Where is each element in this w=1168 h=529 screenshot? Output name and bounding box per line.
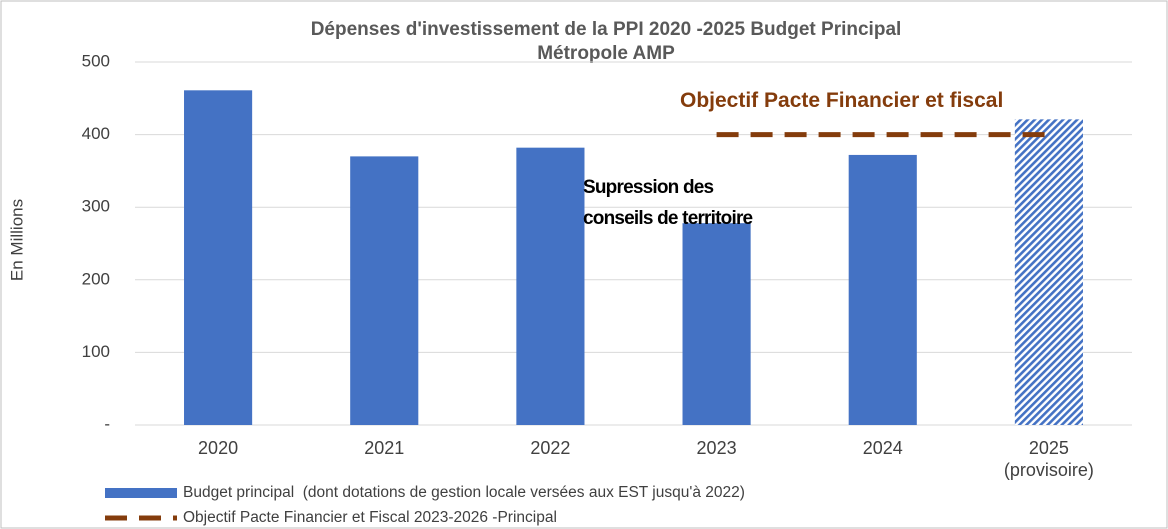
y-tick-label: 100 bbox=[82, 342, 110, 361]
y-tick-label: - bbox=[104, 414, 110, 433]
y-tick-label: 300 bbox=[82, 197, 110, 216]
y-axis-label: En Millions bbox=[7, 199, 26, 281]
annotation: Objectif Pacte Financier et fiscal bbox=[680, 89, 1004, 112]
annotation: Supression des conseils de territoire bbox=[583, 177, 753, 229]
bar bbox=[848, 154, 917, 426]
chart-title: Dépenses d'investissement de la PPI 2020… bbox=[311, 19, 902, 40]
chart-title: Métropole AMP bbox=[537, 43, 675, 64]
x-tick-label: 2021 bbox=[364, 438, 405, 458]
x-tick-label: 2024 bbox=[862, 438, 903, 458]
legend-swatch bbox=[105, 488, 177, 498]
bar bbox=[682, 223, 751, 425]
bar bbox=[1014, 119, 1083, 425]
x-tick-label: 2023 bbox=[696, 438, 737, 458]
bar bbox=[516, 147, 585, 425]
x-tick-label: 2025 (provisoire) bbox=[1003, 438, 1094, 480]
legend-label: Objectif Pacte Financier et Fiscal 2023-… bbox=[183, 509, 557, 526]
bar bbox=[350, 156, 419, 425]
y-tick-label: 500 bbox=[82, 51, 110, 70]
x-tick-label: 2022 bbox=[530, 438, 571, 458]
x-tick-label: 2020 bbox=[198, 438, 239, 458]
bar bbox=[184, 90, 253, 426]
y-tick-label: 200 bbox=[82, 269, 110, 288]
y-tick-label: 400 bbox=[82, 124, 110, 143]
legend-label: Budget principal (dont dotations de gest… bbox=[183, 484, 745, 501]
